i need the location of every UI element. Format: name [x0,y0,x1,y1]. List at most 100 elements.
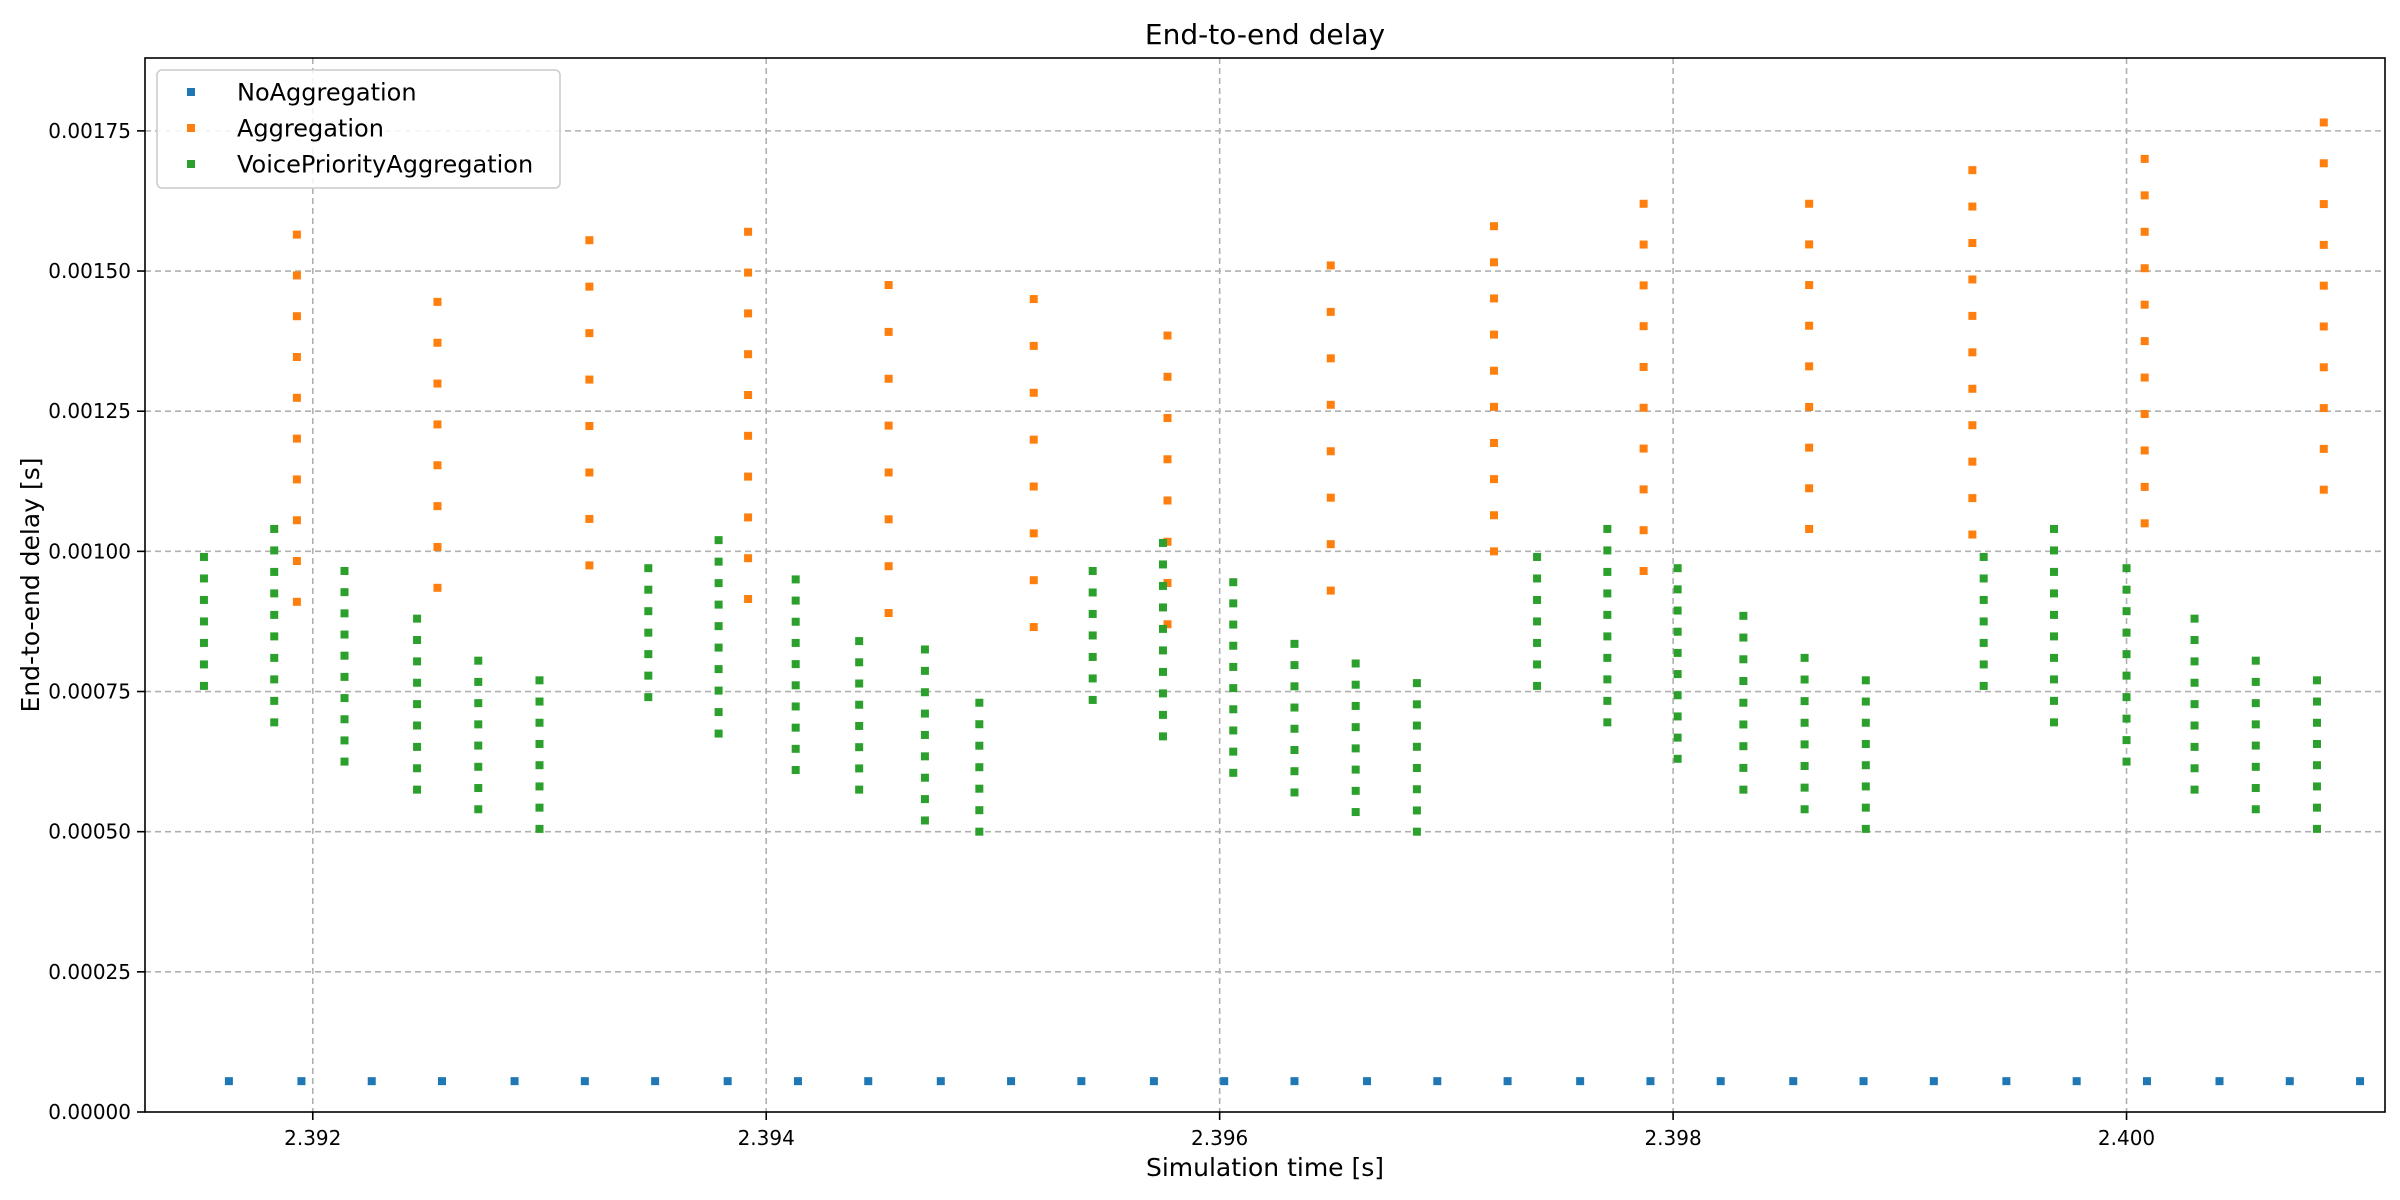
data-point [2140,446,2149,455]
data-point [535,824,544,833]
data-point [1290,724,1299,733]
data-point [1077,1077,1086,1086]
data-point [1229,726,1238,735]
data-point [2049,696,2058,705]
data-point [1968,457,1977,466]
data-point [1503,1077,1512,1086]
data-point [474,720,483,729]
y-tick-label: 0.00175 [48,119,131,143]
data-point [2140,373,2149,382]
data-point [585,282,594,291]
data-point [585,468,594,477]
data-point [744,227,753,236]
data-point [433,461,442,470]
data-point [1088,609,1097,618]
data-point [2285,1077,2294,1086]
data-point [270,589,279,598]
x-tick-label: 2.394 [738,1126,795,1150]
data-point [884,327,893,336]
legend-label: NoAggregation [237,78,417,106]
data-point [920,730,929,739]
data-point [1979,617,1988,626]
data-point [2251,784,2260,793]
data-point [585,422,594,431]
data-point [855,721,864,730]
chart-title: End-to-end delay [1145,18,1385,51]
data-point [340,736,349,745]
data-point [1673,691,1682,700]
data-point [2190,742,2199,751]
data-point [1229,599,1238,608]
data-point [1533,574,1542,583]
data-point [920,666,929,675]
data-point [855,637,864,646]
data-point [1805,240,1814,249]
data-point [2049,524,2058,533]
data-point [1163,496,1172,505]
data-point [340,694,349,703]
data-point [1229,684,1238,693]
data-point [1158,581,1167,590]
data-point [1489,475,1498,484]
data-point [367,1077,376,1086]
data-point [1979,681,1988,690]
data-point [644,628,653,637]
data-point [1029,388,1038,397]
legend: NoAggregation Aggregation VoicePriorityAgg… [156,69,561,189]
data-point [1861,739,1870,748]
data-point [1412,742,1421,751]
data-point [644,564,653,573]
data-point [2190,657,2199,666]
data-point [292,312,301,321]
data-point [884,562,893,571]
data-point [644,650,653,659]
data-point [1163,372,1172,381]
data-point [855,658,864,667]
data-point [292,475,301,484]
data-point [340,672,349,681]
data-point [1739,742,1748,751]
data-point [1929,1077,1938,1086]
data-point [1673,733,1682,742]
data-point [2140,300,2149,309]
data-point [1290,1077,1299,1086]
data-point [1603,718,1612,727]
data-point [1326,354,1335,363]
data-point [1351,744,1360,753]
data-point [791,660,800,669]
data-point [1088,566,1097,575]
data-point [1158,689,1167,698]
data-point [199,660,208,669]
data-point [1739,763,1748,772]
y-tick-label: 0.00125 [48,399,131,423]
grid-lines [145,58,2385,1112]
data-point [1088,631,1097,640]
data-point [1789,1077,1798,1086]
data-point [975,806,984,815]
data-point [1351,659,1360,668]
data-point [1979,552,1988,561]
data-point [1603,610,1612,619]
data-point [2142,1077,2151,1086]
data-point [1968,421,1977,430]
data-point [1861,697,1870,706]
data-point [1979,595,1988,604]
data-point [2049,675,2058,684]
data-point [2319,322,2328,331]
data-point [644,607,653,616]
x-axis-label: Simulation time [s] [1146,1153,1384,1182]
data-point [1603,675,1612,684]
data-point [1351,765,1360,774]
data-point [855,679,864,688]
data-point [744,268,753,277]
data-point [1673,564,1682,573]
data-point [1029,341,1038,350]
data-point [474,805,483,814]
data-point [920,752,929,761]
data-point [535,697,544,706]
series-VoicePriorityAggregation [199,524,2321,836]
data-point [2251,656,2260,665]
data-point [1412,806,1421,815]
data-point [292,393,301,402]
data-point [1158,646,1167,655]
